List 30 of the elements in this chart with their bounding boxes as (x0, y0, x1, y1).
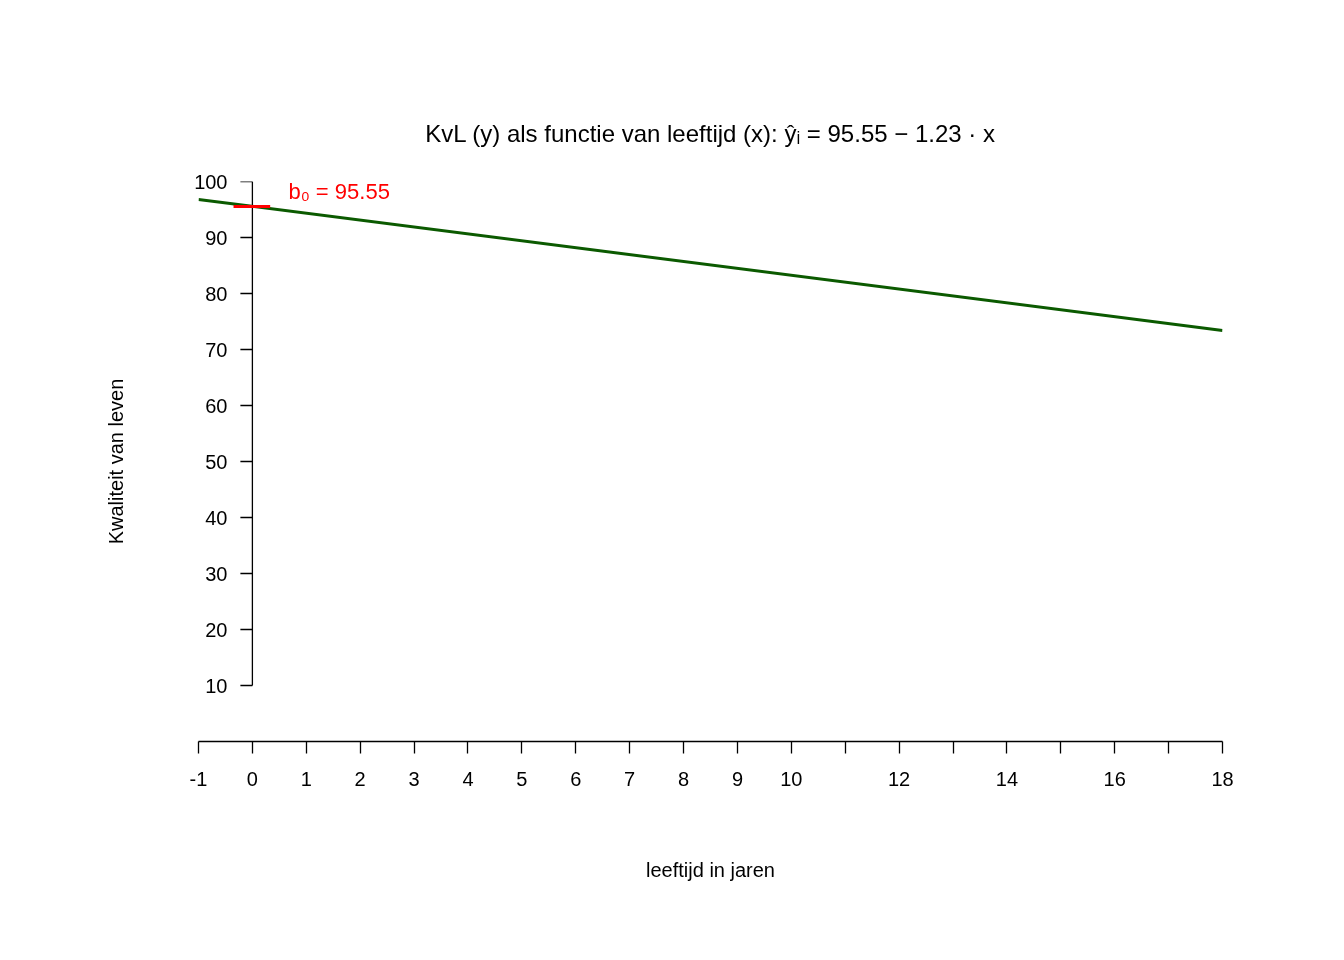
y-tick-label: 80 (205, 282, 228, 305)
annotation: b₀ = 95.55 (288, 179, 390, 205)
y-tick-label: 30 (205, 562, 228, 585)
y-tick-label: 40 (205, 506, 228, 529)
x-tick-label: 4 (462, 767, 474, 790)
y-tick-label: 90 (205, 226, 228, 249)
x-tick-label: 12 (888, 767, 911, 790)
x-tick-label: 1 (300, 767, 312, 790)
y-tick-label: 70 (205, 338, 228, 361)
y-tick-label: 60 (205, 394, 228, 417)
chart-title: KvL (y) als functie van leeftijd (x): ŷᵢ = 95.55 − 1.23 · x (425, 119, 995, 147)
y-tick-label: 10 (205, 674, 228, 697)
x-tick-label: 2 (354, 767, 366, 790)
y-tick-label: 20 (205, 618, 228, 641)
x-tick-label: 9 (731, 767, 744, 790)
x-tick-label: -1 (189, 767, 208, 790)
y-tick-label: 50 (205, 450, 228, 473)
x-tick-label: 3 (408, 767, 420, 790)
x-tick-label: 7 (624, 767, 636, 790)
x-tick-label: 10 (780, 767, 803, 790)
x-axis-title: leeftijd in jaren (646, 858, 775, 881)
y-tick-label: 100 (194, 170, 228, 193)
x-tick-label: 14 (995, 767, 1019, 790)
x-tick-label: 18 (1211, 767, 1234, 790)
y-axis-title: Kwaliteit van leven (104, 378, 127, 545)
x-tick-label: 5 (516, 767, 528, 790)
x-tick-label: 8 (677, 767, 690, 790)
x-tick-label: 6 (570, 767, 582, 790)
x-tick-label: 16 (1103, 767, 1126, 790)
x-tick-label: 0 (246, 767, 258, 790)
